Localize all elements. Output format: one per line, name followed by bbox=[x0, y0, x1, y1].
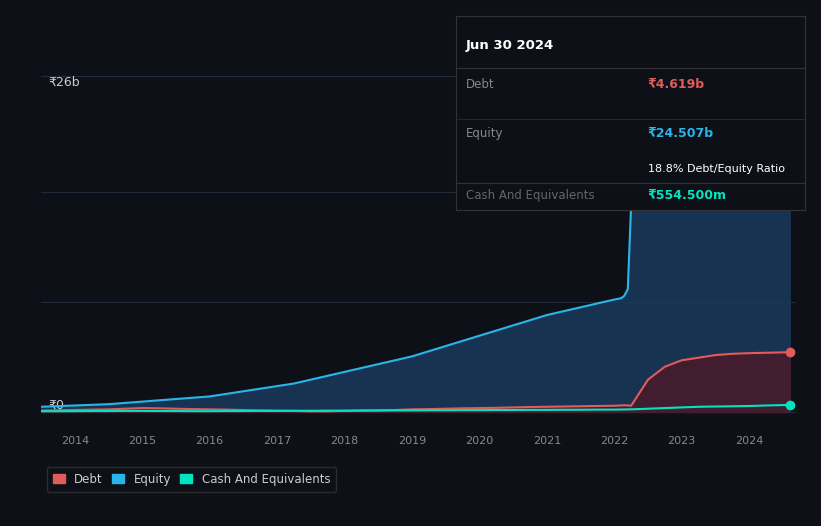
Text: Debt: Debt bbox=[466, 78, 495, 91]
Text: Cash And Equivalents: Cash And Equivalents bbox=[466, 189, 594, 202]
Text: Equity: Equity bbox=[466, 127, 503, 140]
Text: ₹4.619b: ₹4.619b bbox=[648, 78, 704, 91]
Text: ₹24.507b: ₹24.507b bbox=[648, 127, 713, 140]
Text: 18.8% Debt/Equity Ratio: 18.8% Debt/Equity Ratio bbox=[648, 164, 785, 174]
Text: Jun 30 2024: Jun 30 2024 bbox=[466, 39, 554, 52]
Text: ₹0: ₹0 bbox=[48, 399, 65, 412]
Legend: Debt, Equity, Cash And Equivalents: Debt, Equity, Cash And Equivalents bbox=[47, 467, 336, 492]
Text: ₹554.500m: ₹554.500m bbox=[648, 189, 727, 202]
Text: ₹26b: ₹26b bbox=[48, 76, 80, 89]
